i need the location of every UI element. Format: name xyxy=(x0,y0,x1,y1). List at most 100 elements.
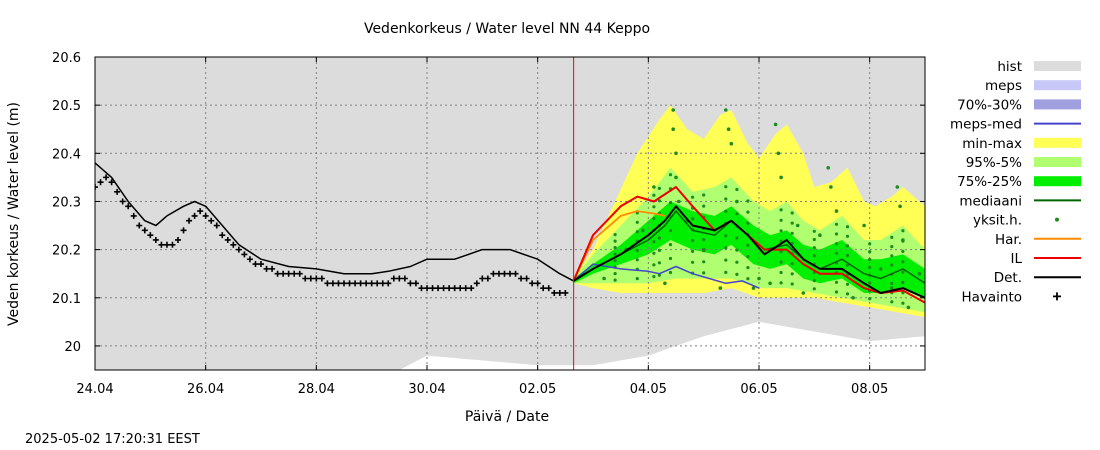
yksit-point xyxy=(801,291,806,295)
havainto-point xyxy=(97,179,104,186)
yksit-point xyxy=(862,223,866,228)
y-tick-label: 20.1 xyxy=(52,292,81,307)
x-tick-label: 08.05 xyxy=(851,382,888,397)
havainto-point xyxy=(125,203,132,210)
yksit-point xyxy=(691,239,695,243)
havainto-point xyxy=(152,236,159,243)
havainto-point xyxy=(219,232,226,239)
legend-label: 70%-30% xyxy=(957,97,1022,113)
yksit-point xyxy=(751,286,756,290)
yksit-point xyxy=(724,246,728,250)
yksit-point xyxy=(602,276,606,281)
havainto-point xyxy=(280,270,287,277)
yksit-point xyxy=(746,266,750,270)
havainto-point xyxy=(163,241,170,248)
yksit-point xyxy=(735,248,739,252)
legend-label: 95%-5% xyxy=(966,155,1022,171)
havainto-point xyxy=(346,280,353,287)
yksit-point xyxy=(724,197,728,201)
yksit-point xyxy=(890,263,894,267)
havainto-point xyxy=(291,270,298,277)
yksit-point xyxy=(812,237,816,242)
havainto-point xyxy=(302,275,309,282)
havainto-point xyxy=(197,208,204,215)
havainto-point xyxy=(484,275,491,282)
havainto-point xyxy=(468,285,475,292)
legend-swatch xyxy=(1034,61,1081,71)
yksit-point xyxy=(779,260,783,264)
havainto-point xyxy=(501,270,508,277)
havainto-point xyxy=(424,285,430,292)
yksit-point xyxy=(652,263,656,267)
havainto-point xyxy=(418,285,425,292)
yksit-point xyxy=(845,253,850,258)
x-axis-label: Päivä / Date xyxy=(465,409,549,425)
yksit-point xyxy=(845,244,850,248)
havainto-point xyxy=(147,232,154,239)
yksit-point xyxy=(868,250,872,254)
havainto-point xyxy=(412,280,419,287)
yksit-point xyxy=(691,249,695,253)
havainto-point xyxy=(352,280,359,287)
yksit-point xyxy=(657,186,662,190)
legend-swatch xyxy=(1053,292,1061,301)
y-tick-label: 20.4 xyxy=(52,147,81,162)
yksit-point xyxy=(779,208,783,212)
yksit-point xyxy=(652,240,656,244)
yksit-point xyxy=(657,236,662,240)
yksit-point xyxy=(641,228,645,233)
yksit-point xyxy=(868,265,872,269)
yksit-point xyxy=(901,249,905,253)
yksit-point xyxy=(671,108,675,112)
x-tick-label: 30.04 xyxy=(408,382,445,397)
yksit-point xyxy=(746,277,750,281)
yksit-point xyxy=(729,141,734,146)
yksit-point xyxy=(868,281,872,285)
yksit-point xyxy=(701,247,706,252)
legend-label: mediaani xyxy=(959,193,1022,209)
yksit-point xyxy=(901,229,905,233)
yksit-point xyxy=(724,270,728,274)
yksit-point xyxy=(868,297,872,301)
yksit-point xyxy=(878,267,883,271)
yksit-point xyxy=(652,275,656,279)
yksit-point xyxy=(768,281,772,286)
x-tick-label: 24.04 xyxy=(76,382,113,397)
yksit-point xyxy=(845,225,850,229)
yksit-point xyxy=(613,278,617,282)
yksit-point xyxy=(635,277,639,281)
yksit-point xyxy=(812,246,816,250)
legend-label: Det. xyxy=(994,270,1022,286)
yksit-point xyxy=(773,122,778,127)
yksit-point xyxy=(812,287,816,291)
yksit-point xyxy=(735,236,739,240)
havainto-point xyxy=(341,280,347,287)
yksit-point xyxy=(663,281,667,286)
yksit-point xyxy=(746,243,750,247)
yksit-point xyxy=(674,151,678,156)
havainto-point xyxy=(390,275,397,282)
legend-swatch xyxy=(1055,217,1059,222)
havainto-point xyxy=(191,212,198,219)
yksit-point xyxy=(668,243,673,247)
yksit-point xyxy=(779,175,783,180)
legend-swatch xyxy=(1034,99,1081,110)
havainto-point xyxy=(512,270,519,277)
havainto-point xyxy=(158,241,165,248)
x-tick-label: 04.05 xyxy=(630,382,667,397)
havainto-point xyxy=(180,227,187,234)
havainto-point xyxy=(507,270,513,277)
havainto-point xyxy=(313,275,320,282)
y-tick-label: 20.2 xyxy=(52,244,81,259)
yksit-point xyxy=(890,300,894,304)
yksit-point xyxy=(776,151,781,156)
yksit-point xyxy=(906,305,911,310)
havainto-point xyxy=(258,261,264,268)
yksit-point xyxy=(790,211,794,215)
legend-label: min-max xyxy=(962,136,1022,152)
yksit-point xyxy=(834,242,839,246)
havainto-point xyxy=(457,285,464,292)
yksit-point xyxy=(834,251,839,255)
havainto-point xyxy=(479,275,486,282)
